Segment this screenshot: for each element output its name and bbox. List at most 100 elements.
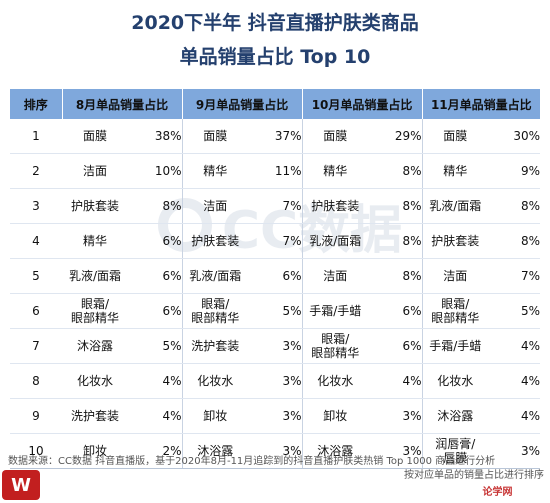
nov-share-cell: 4%	[488, 363, 541, 399]
sep-share-cell: 3%	[248, 433, 303, 469]
rank-cell: 2	[10, 153, 62, 189]
aug-share-cell: 5%	[128, 328, 183, 364]
header-november: 11月单品销量占比	[421, 89, 541, 119]
rank-cell: 8	[10, 363, 62, 399]
nov-product-cell: 化妆水	[422, 363, 489, 399]
aug-product-cell: 乳液/面霜	[62, 258, 128, 294]
sep-product-cell: 洗护套装	[182, 328, 249, 364]
oct-product-cell: 卸妆	[302, 398, 369, 434]
aug-product-cell: 卸妆	[62, 433, 128, 469]
nov-share-cell: 30%	[488, 119, 541, 154]
footnote-sort-note: 按对应单品的销量占比进行排序	[404, 470, 544, 481]
rank-cell: 5	[10, 258, 62, 294]
nov-product-cell: 洁面	[422, 258, 489, 294]
site-logo: 论学网	[482, 487, 513, 498]
sep-share-cell: 3%	[248, 363, 303, 399]
nov-product-cell: 润唇膏/ 唇膜	[422, 433, 489, 469]
aug-product-cell: 眼霜/ 眼部精华	[62, 293, 128, 329]
aug-product-cell: 洁面	[62, 153, 128, 189]
nov-product-cell: 乳液/面霜	[422, 188, 489, 224]
nov-share-cell: 8%	[488, 223, 541, 259]
table-row: 1 面膜 38% 面膜 37% 面膜 29% 面膜 30%	[10, 119, 541, 154]
aug-product-cell: 洗护套装	[62, 398, 128, 434]
oct-share-cell: 8%	[368, 223, 423, 259]
table-row: 5 乳液/面霜 6% 乳液/面霜 6% 洁面 8% 洁面 7%	[10, 258, 541, 294]
sep-share-cell: 37%	[248, 119, 303, 154]
oct-product-cell: 护肤套装	[302, 188, 369, 224]
table-row: 6 眼霜/ 眼部精华 6% 眼霜/ 眼部精华 5% 手霜/手蜡 6% 眼霜/ 眼部精华 5%	[10, 293, 541, 329]
table-row: 10 卸妆 2% 沐浴露 3% 沐浴露 3% 润唇膏/ 唇膜 3%	[10, 433, 541, 469]
aug-share-cell: 4%	[128, 398, 183, 434]
nov-share-cell: 8%	[488, 188, 541, 224]
nov-share-cell: 7%	[488, 258, 541, 294]
header-rank: 排序	[10, 89, 62, 119]
oct-share-cell: 6%	[368, 328, 423, 364]
rank-cell: 10	[10, 433, 62, 469]
oct-product-cell: 沐浴露	[302, 433, 369, 469]
oct-product-cell: 化妆水	[302, 363, 369, 399]
sep-product-cell: 精华	[182, 153, 249, 189]
nov-share-cell: 3%	[488, 433, 541, 469]
sep-share-cell: 7%	[248, 188, 303, 224]
sep-product-cell: 眼霜/ 眼部精华	[182, 293, 249, 329]
oct-product-cell: 乳液/面霜	[302, 223, 369, 259]
nov-product-cell: 沐浴露	[422, 398, 489, 434]
table-row: 9 洗护套装 4% 卸妆 3% 卸妆 3% 沐浴露 4%	[10, 398, 541, 434]
nov-product-cell: 面膜	[422, 119, 489, 154]
oct-share-cell: 4%	[368, 363, 423, 399]
aug-product-cell: 面膜	[62, 119, 128, 154]
aug-product-cell: 沐浴露	[62, 328, 128, 364]
header-september: 9月单品销量占比	[181, 89, 303, 119]
sep-product-cell: 化妆水	[182, 363, 249, 399]
sep-share-cell: 5%	[248, 293, 303, 329]
sep-product-cell: 面膜	[182, 119, 249, 154]
nov-share-cell: 4%	[488, 398, 541, 434]
oct-product-cell: 手霜/手蜡	[302, 293, 369, 329]
rank-cell: 7	[10, 328, 62, 364]
ranking-table: 排序 8月单品销量占比 9月单品销量占比 10月单品销量占比 11月单品销量占比…	[10, 89, 541, 469]
aug-share-cell: 8%	[128, 188, 183, 224]
sep-share-cell: 11%	[248, 153, 303, 189]
sep-product-cell: 卸妆	[182, 398, 249, 434]
sep-share-cell: 6%	[248, 258, 303, 294]
oct-share-cell: 29%	[368, 119, 423, 154]
header-august: 8月单品销量占比	[61, 89, 183, 119]
sep-product-cell: 洁面	[182, 188, 249, 224]
rank-cell: 3	[10, 188, 62, 224]
oct-share-cell: 3%	[368, 433, 423, 469]
sep-share-cell: 7%	[248, 223, 303, 259]
aug-product-cell: 护肤套装	[62, 188, 128, 224]
oct-product-cell: 洁面	[302, 258, 369, 294]
oct-product-cell: 面膜	[302, 119, 369, 154]
page-title: 2020下半年 抖音直播护肤类商品	[131, 12, 419, 34]
nov-share-cell: 9%	[488, 153, 541, 189]
table-row: 8 化妆水 4% 化妆水 3% 化妆水 4% 化妆水 4%	[10, 363, 541, 399]
oct-product-cell: 眼霜/ 眼部精华	[302, 328, 369, 364]
nov-product-cell: 精华	[422, 153, 489, 189]
oct-share-cell: 8%	[368, 258, 423, 294]
aug-share-cell: 38%	[128, 119, 183, 154]
oct-share-cell: 8%	[368, 153, 423, 189]
footnote: 数据来源：CC数据 抖音直播版，基于2020年8月-11月追踪到的抖音直播护肤类…	[8, 455, 544, 483]
oct-share-cell: 3%	[368, 398, 423, 434]
rank-cell: 4	[10, 223, 62, 259]
sep-share-cell: 3%	[248, 328, 303, 364]
aug-share-cell: 6%	[128, 293, 183, 329]
aug-product-cell: 化妆水	[62, 363, 128, 399]
aug-share-cell: 2%	[128, 433, 183, 469]
aug-share-cell: 6%	[128, 258, 183, 294]
table-header-row: 排序 8月单品销量占比 9月单品销量占比 10月单品销量占比 11月单品销量占比	[10, 89, 541, 119]
aug-share-cell: 4%	[128, 363, 183, 399]
aug-share-cell: 10%	[128, 153, 183, 189]
sep-share-cell: 3%	[248, 398, 303, 434]
table-row: 3 护肤套装 8% 洁面 7% 护肤套装 8% 乳液/面霜 8%	[10, 188, 541, 224]
nov-product-cell: 护肤套装	[422, 223, 489, 259]
page-subtitle: 单品销量占比 Top 10	[179, 46, 371, 68]
nov-share-cell: 4%	[488, 328, 541, 364]
nov-product-cell: 眼霜/ 眼部精华	[422, 293, 489, 329]
oct-share-cell: 6%	[368, 293, 423, 329]
oct-share-cell: 8%	[368, 188, 423, 224]
footnote-source: 数据来源：CC数据 抖音直播版，基于2020年8月-11月追踪到的抖音直播护肤类…	[8, 456, 496, 467]
sep-product-cell: 沐浴露	[182, 433, 249, 469]
rank-cell: 9	[10, 398, 62, 434]
